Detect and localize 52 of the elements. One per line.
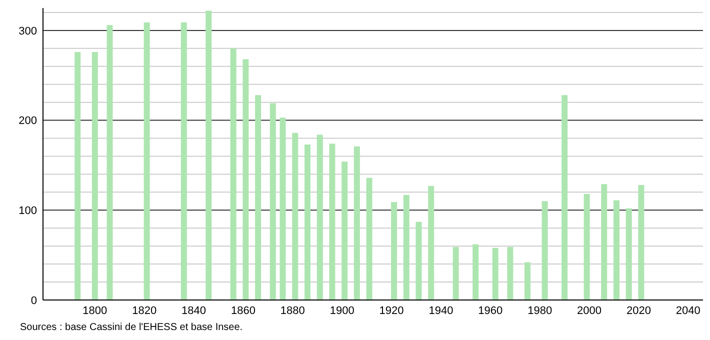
y-tick-label: 300 (18, 25, 37, 38)
bar (342, 162, 348, 300)
bar (472, 244, 479, 300)
x-tick-label: 1900 (330, 305, 354, 317)
bar (280, 118, 286, 300)
bar (403, 194, 410, 300)
bar (292, 132, 298, 300)
bar (304, 144, 310, 300)
bar (92, 52, 98, 300)
bar (74, 52, 81, 300)
x-tick-label: 1820 (132, 305, 157, 317)
bar (144, 22, 150, 300)
bar (428, 186, 434, 300)
x-tick-label: 1980 (528, 305, 552, 317)
x-tick-label: 1800 (82, 305, 108, 317)
bar (242, 59, 249, 300)
x-tick-label: 1880 (280, 305, 305, 317)
bar (106, 25, 113, 300)
y-tick-label: 100 (18, 205, 37, 218)
y-tick-label: 0 (30, 294, 37, 307)
bar (329, 144, 336, 300)
bar (391, 202, 398, 300)
bar (492, 248, 498, 300)
bar (601, 184, 608, 300)
y-tick-label: 200 (18, 115, 37, 128)
x-tick-label: 1840 (182, 305, 206, 317)
bar (354, 146, 360, 300)
x-tick-label: 2020 (626, 305, 651, 317)
bar (638, 184, 644, 300)
bar (270, 103, 276, 300)
bar (416, 222, 422, 300)
bar (452, 246, 459, 300)
bar (562, 95, 568, 300)
bar (316, 134, 323, 300)
bar (230, 48, 236, 300)
source-note: Sources : base Cassini de l'EHESS et base Insee. (20, 322, 243, 333)
bar (180, 22, 187, 300)
bar (626, 208, 632, 300)
x-tick-label: 2000 (577, 305, 602, 317)
bar (613, 200, 620, 300)
x-tick-label: 2040 (676, 305, 700, 317)
bar (206, 10, 212, 300)
x-tick-label: 1920 (379, 305, 404, 317)
x-tick-label: 1960 (478, 305, 503, 317)
bar (542, 201, 548, 300)
bar (366, 178, 372, 300)
bar (507, 246, 514, 300)
x-tick-label: 1940 (428, 305, 454, 317)
x-tick-label: 1860 (230, 305, 256, 317)
bar (524, 262, 530, 300)
bar (255, 95, 262, 300)
bar (584, 194, 590, 300)
